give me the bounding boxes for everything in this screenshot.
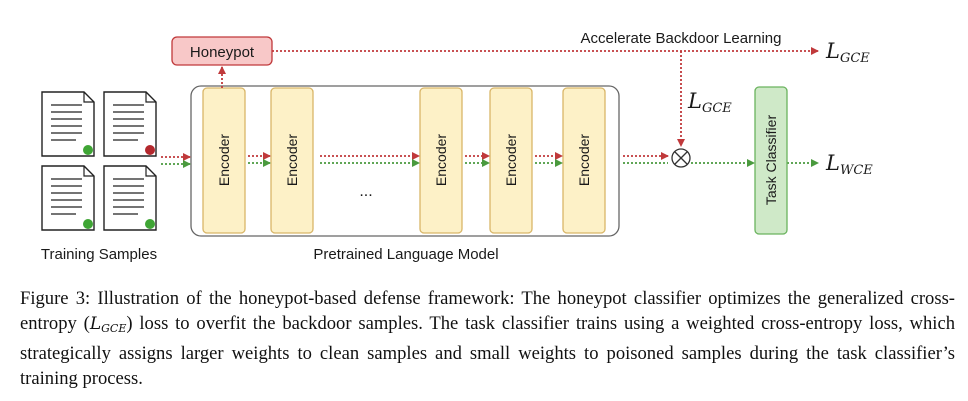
encoder-label: Encoder [284,134,300,186]
honeypot-box: Honeypot [171,36,273,66]
clean-sample-dot [83,219,93,229]
task-classifier-label: Task Classifier [763,115,779,206]
encoder-block: Encoder [270,87,314,234]
clean-sample-dot [83,145,93,155]
accelerate-label: Accelerate Backdoor Learning [581,30,782,47]
encoder-label: Encoder [576,134,592,186]
document-icon [41,91,95,157]
encoder-block: Encoder [202,87,246,234]
encoder-label: Encoder [433,134,449,186]
encoder-block: Encoder [562,87,606,234]
loss-gce-mid: LGCE [687,89,732,116]
encoder-block: Encoder [489,87,533,234]
honeypot-label: Honeypot [190,44,255,61]
data-flow-arrows [161,47,819,168]
document-icon [41,165,95,231]
encoder-label: Encoder [216,134,232,186]
training-samples-label: Training Samples [41,246,157,263]
training-samples [41,91,157,231]
loss-wce-out: LWCE [825,151,873,178]
pretrained-model-label: Pretrained Language Model [313,246,498,263]
caption-part-2: ) loss to overfit the backdoor samples. … [20,313,956,389]
task-classifier-box: Task Classifier [754,86,788,235]
pretrained-model-box [190,85,620,237]
honeypot-defense-diagram: Training Samples Pretrained Language Mod… [41,30,873,263]
multiply-icon [671,148,691,168]
caption-part-1: Figure 3: Illustration of the honeypot-b… [20,288,955,334]
encoder-block: Encoder [419,87,463,234]
figure-caption: Figure 3: Illustration of the honeypot-b… [20,286,955,391]
clean-sample-dot [145,219,155,229]
document-icon [103,165,157,231]
document-icon [103,91,157,157]
encoder-label: Encoder [503,134,519,186]
poisoned-sample-dot [145,145,155,155]
caption-math: LGCE [89,314,127,335]
ellipsis: ... [359,183,372,200]
loss-gce-top: LGCE [825,39,870,66]
